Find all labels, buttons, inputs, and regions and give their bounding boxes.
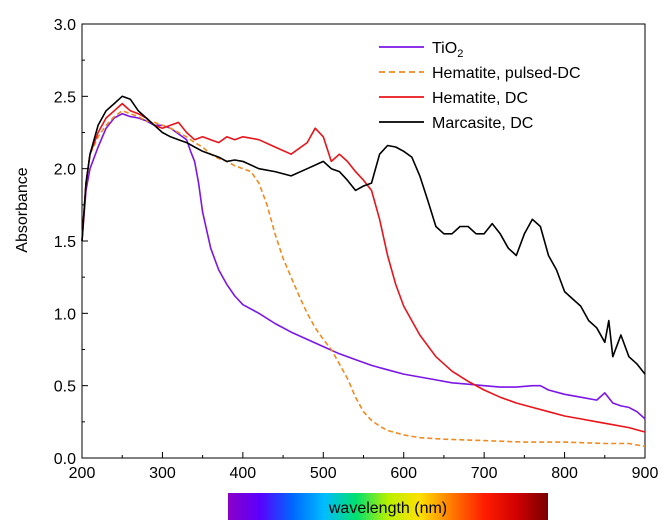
y-tick-label: 0.0: [54, 451, 76, 468]
x-tick-label: 200: [69, 465, 96, 482]
x-tick-label: 400: [230, 465, 257, 482]
x-tick-label: 300: [149, 465, 176, 482]
series-lines: [81, 95, 646, 448]
legend: TiO2 Hematite, pulsed-DC Hematite, DC Marca…: [379, 40, 581, 132]
colorbar-label: wavelength (nm): [328, 500, 447, 517]
y-tick-label: 0.5: [54, 379, 76, 396]
y-axis-label: Absorbance: [14, 167, 31, 252]
y-tick-label: 2.5: [54, 89, 76, 106]
x-tick-label: 500: [310, 465, 337, 482]
y-tick-label: 1.0: [54, 306, 76, 323]
legend-label: TiO2: [432, 40, 463, 60]
series-line-1: [81, 110, 646, 448]
x-axis-ticks: 200 300 400 500 600 700 800 900: [69, 452, 659, 482]
legend-label: Marcasite, DC: [432, 115, 533, 132]
colorbar-rect: [228, 493, 548, 520]
series-line-2: [81, 102, 646, 433]
y-axis-ticks: 0.0 0.5 1.0 1.5 2.0 2.5 3.0: [54, 17, 88, 468]
y-tick-label: 1.5: [54, 234, 76, 251]
legend-label: Hematite, pulsed-DC: [432, 65, 581, 82]
series-line-0: [81, 112, 646, 420]
y-tick-label: 2.0: [54, 162, 76, 179]
x-tick-label: 600: [390, 465, 417, 482]
x-tick-label: 800: [551, 465, 578, 482]
series-line-3: [81, 95, 646, 375]
x-tick-label: 900: [632, 465, 659, 482]
x-tick-label: 700: [471, 465, 498, 482]
y-tick-label: 3.0: [54, 17, 76, 34]
wavelength-colorbar: wavelength (nm): [228, 493, 548, 520]
legend-label: Hematite, DC: [432, 90, 528, 107]
